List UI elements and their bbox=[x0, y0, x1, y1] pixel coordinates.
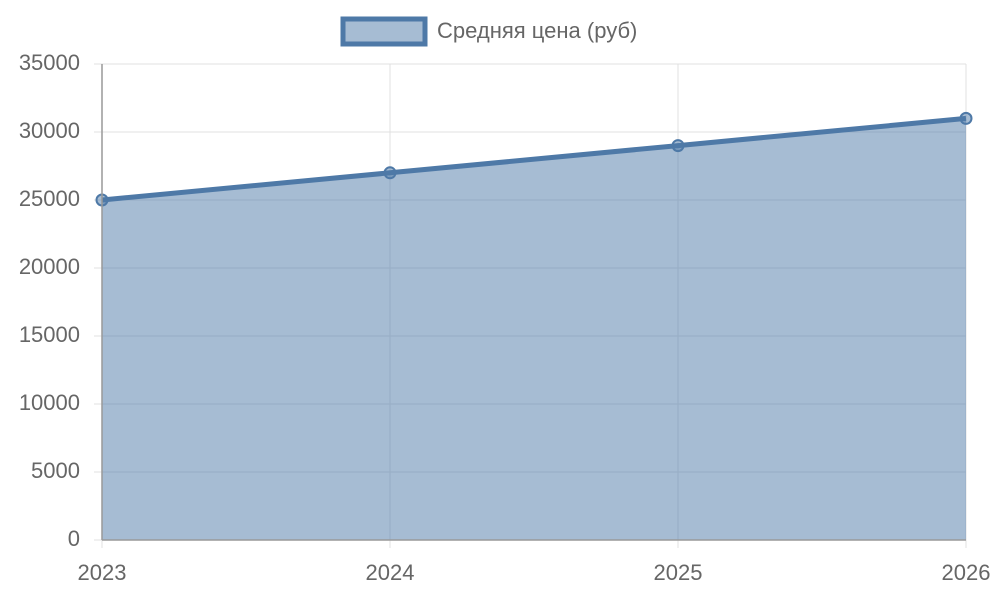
y-tick-label: 0 bbox=[68, 526, 80, 551]
x-tick-label: 2024 bbox=[366, 560, 415, 585]
legend-label: Средняя цена (руб) bbox=[437, 18, 637, 43]
point bbox=[671, 139, 685, 153]
y-tick-label: 10000 bbox=[19, 390, 80, 415]
legend-swatch bbox=[340, 16, 428, 47]
y-tick-label: 30000 bbox=[19, 118, 80, 143]
y-tick-label: 5000 bbox=[31, 458, 80, 483]
y-tick-label: 15000 bbox=[19, 322, 80, 347]
y-tick-label: 25000 bbox=[19, 186, 80, 211]
y-tick-label: 20000 bbox=[19, 254, 80, 279]
y-tick-label: 35000 bbox=[19, 50, 80, 75]
point bbox=[959, 111, 973, 125]
line bbox=[101, 115, 967, 203]
area bbox=[102, 118, 966, 541]
x-tick-label: 2026 bbox=[942, 560, 991, 585]
point bbox=[383, 166, 397, 180]
x-tick-label: 2025 bbox=[654, 560, 703, 585]
x-tick-label: 2023 bbox=[78, 560, 127, 585]
